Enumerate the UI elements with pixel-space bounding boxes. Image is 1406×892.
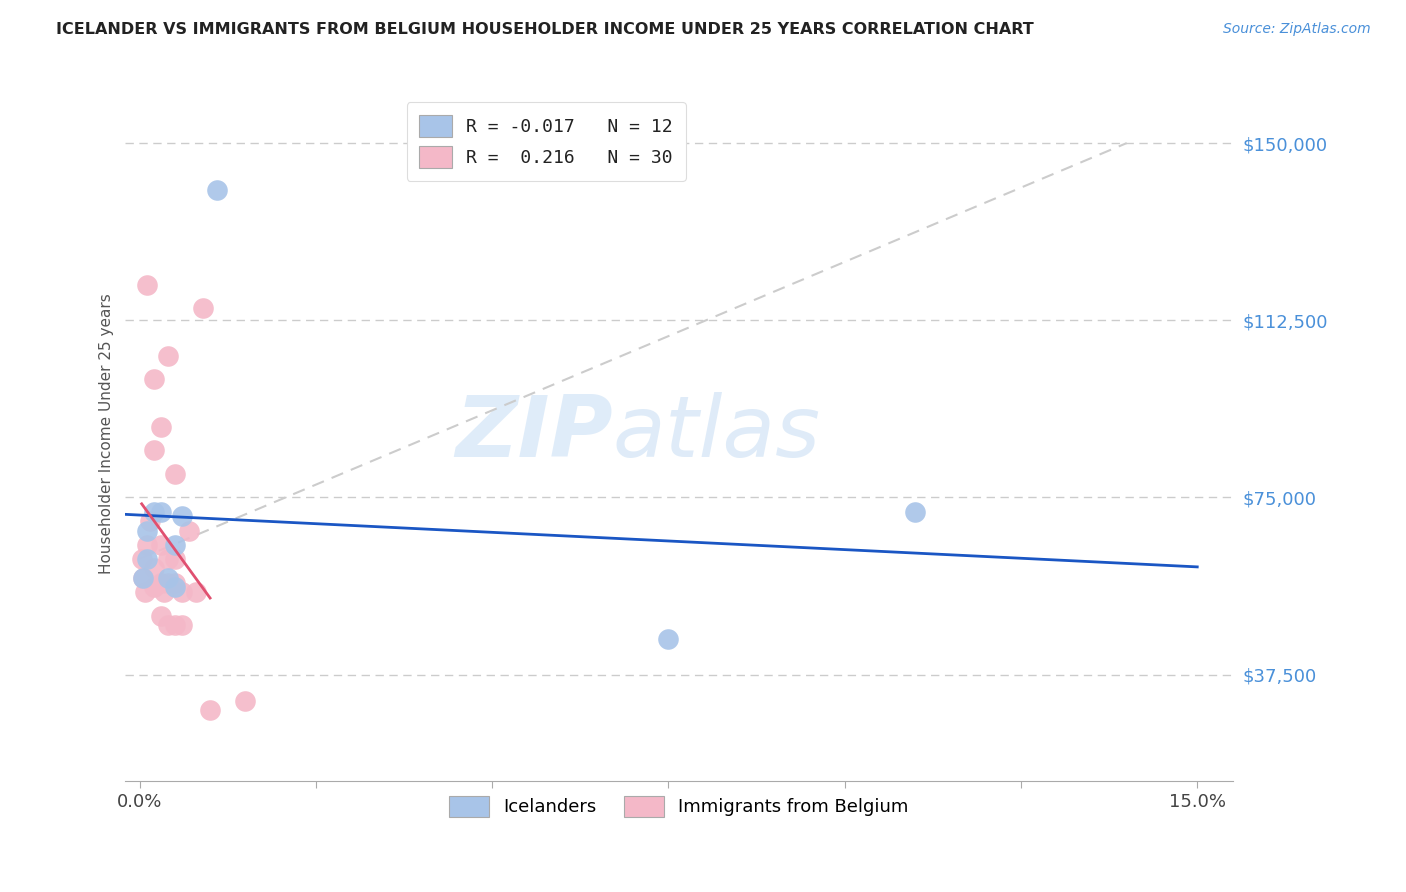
Point: [156, 349, 179, 363]
Point: [149, 419, 172, 434]
Point: [205, 183, 228, 197]
Point: [198, 703, 221, 717]
Point: [163, 552, 186, 566]
Text: Source: ZipAtlas.com: Source: ZipAtlas.com: [1223, 22, 1371, 37]
Point: [657, 632, 679, 647]
Point: [163, 580, 186, 594]
Point: [156, 571, 179, 585]
Point: [233, 693, 256, 707]
Point: [142, 561, 165, 575]
Point: [163, 618, 186, 632]
Point: [149, 505, 172, 519]
Point: [163, 575, 186, 590]
Point: [156, 575, 179, 590]
Point: [170, 585, 193, 599]
Point: [132, 571, 155, 585]
Point: [135, 538, 157, 552]
Legend: Icelanders, Immigrants from Belgium: Icelanders, Immigrants from Belgium: [443, 789, 915, 824]
Point: [134, 585, 156, 599]
Point: [149, 575, 172, 590]
Point: [132, 571, 155, 585]
Point: [142, 505, 165, 519]
Point: [170, 618, 193, 632]
Point: [135, 277, 157, 292]
Point: [156, 618, 179, 632]
Point: [135, 524, 157, 538]
Point: [139, 514, 162, 528]
Point: [177, 524, 200, 538]
Point: [170, 509, 193, 524]
Text: atlas: atlas: [613, 392, 821, 475]
Point: [142, 372, 165, 386]
Text: ICELANDER VS IMMIGRANTS FROM BELGIUM HOUSEHOLDER INCOME UNDER 25 YEARS CORRELATI: ICELANDER VS IMMIGRANTS FROM BELGIUM HOU…: [56, 22, 1033, 37]
Point: [142, 580, 165, 594]
Text: ZIP: ZIP: [456, 392, 613, 475]
Point: [163, 467, 186, 481]
Point: [149, 538, 172, 552]
Point: [135, 552, 157, 566]
Point: [149, 608, 172, 623]
Point: [153, 585, 176, 599]
Point: [156, 552, 179, 566]
Point: [142, 443, 165, 458]
Point: [904, 505, 927, 519]
Point: [163, 538, 186, 552]
Point: [131, 552, 153, 566]
Point: [184, 585, 207, 599]
Y-axis label: Householder Income Under 25 years: Householder Income Under 25 years: [100, 293, 114, 574]
Point: [191, 301, 214, 316]
